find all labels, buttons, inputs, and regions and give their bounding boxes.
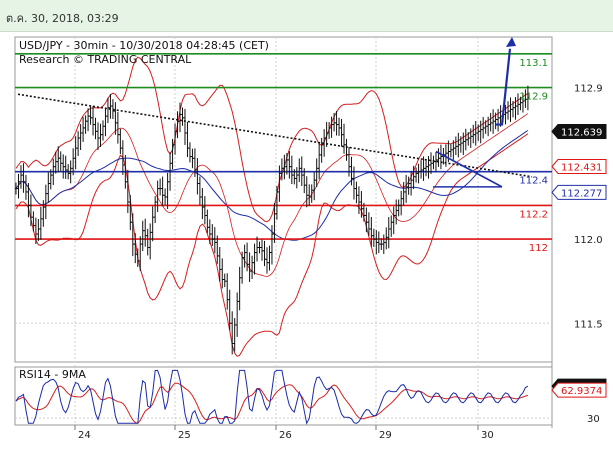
x-tick-24: 24 — [78, 430, 91, 441]
y-tick-112.0: 112.0 — [574, 235, 603, 246]
bollinger-mid — [15, 113, 529, 277]
chart-title: USD/JPY - 30min - 10/30/2018 04:28:45 (C… — [19, 39, 269, 52]
tag-rsi-ma-box — [551, 382, 607, 398]
x-tick-26: 26 — [279, 430, 292, 441]
tag-ma: 112.277 — [561, 188, 602, 199]
x-tick-30: 30 — [481, 430, 494, 441]
tag-current-box — [551, 123, 607, 139]
timestamp: ต.ค. 30, 2018, 03:29 — [6, 12, 119, 25]
triangle-upper — [435, 150, 503, 188]
tag-bollinger: 112.431 — [561, 162, 602, 173]
x-tick-29: 29 — [379, 430, 392, 441]
rsi-panel — [14, 366, 553, 426]
tag-bollinger-box — [551, 158, 607, 174]
main-panel — [14, 36, 553, 363]
timestamp-bar: ต.ค. 30, 2018, 03:29 — [0, 0, 613, 32]
price-bars — [15, 85, 530, 355]
x-tick-25: 25 — [178, 430, 191, 441]
rsi-ma-line — [15, 382, 529, 424]
level-label-0: 113.1 — [519, 58, 548, 69]
main-plot — [15, 37, 552, 357]
axes: 24 25 26 29 30 112.9 112.0 111.5 30 113.1 112.9 112… — [74, 58, 603, 441]
level-label-2: 112.4 — [519, 176, 548, 187]
trendline-dotted — [17, 93, 533, 178]
level-label-3: 112.2 — [519, 209, 548, 220]
projection-arrow — [496, 48, 512, 126]
chart-subtitle: Research © TRADING CENTRAL — [19, 53, 192, 66]
rsi-y-tick-30: 30 — [587, 414, 600, 425]
level-label-1: 112.9 — [519, 92, 548, 103]
y-tick-112.9: 112.9 — [574, 84, 603, 95]
rsi-line — [15, 369, 529, 425]
projection-arrowhead — [506, 37, 516, 47]
tag-current: 112.639 — [561, 127, 602, 138]
level-label-4: 112 — [529, 243, 548, 254]
rsi-plot — [15, 369, 529, 425]
tag-ma-box — [551, 184, 607, 200]
y-tick-111.5: 111.5 — [574, 319, 603, 330]
tag-rsi-ma: 62.9374 — [561, 386, 602, 397]
bollinger-lower — [15, 133, 529, 357]
rsi-title: RSI14 - 9MA — [19, 368, 86, 381]
